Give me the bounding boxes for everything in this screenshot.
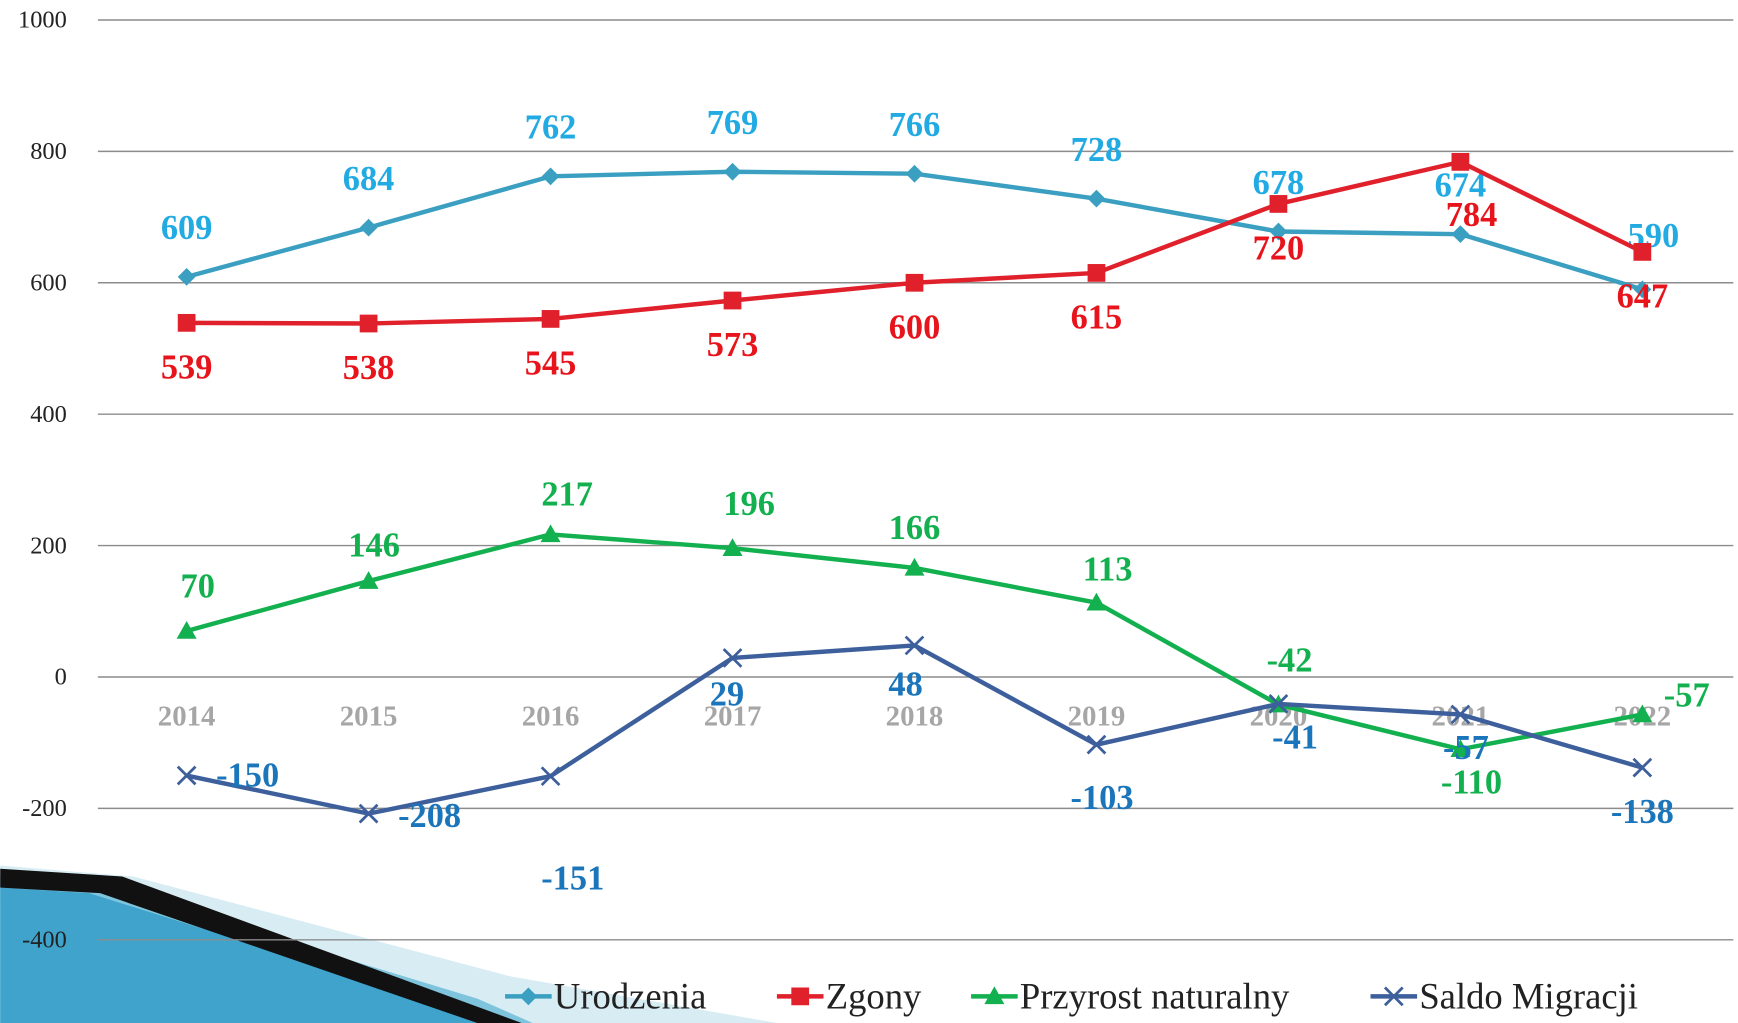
- data-label: 539: [161, 348, 213, 386]
- marker: [360, 219, 378, 237]
- data-label: 70: [181, 568, 215, 606]
- data-label: 545: [525, 344, 577, 382]
- data-label: 615: [1071, 298, 1123, 336]
- data-label: 538: [343, 349, 395, 387]
- data-label: -138: [1611, 793, 1674, 831]
- data-label: 217: [541, 476, 593, 514]
- data-label: -150: [216, 757, 279, 795]
- marker: [542, 167, 560, 185]
- marker: [724, 292, 742, 310]
- data-label: -208: [398, 797, 461, 835]
- data-label: -41: [1272, 718, 1318, 756]
- marker: [906, 274, 924, 292]
- marker: [1088, 190, 1106, 208]
- x-tick-label: 2014: [158, 701, 216, 733]
- data-label: 647: [1617, 277, 1669, 315]
- data-label: -42: [1267, 641, 1313, 679]
- y-tick-label: 400: [30, 401, 67, 428]
- data-label: 196: [723, 485, 775, 523]
- x-tick-label: 2016: [522, 701, 580, 733]
- marker: [178, 314, 196, 332]
- y-tick-label: -400: [22, 927, 67, 954]
- marker: [542, 310, 560, 328]
- y-tick-label: 1000: [18, 7, 67, 34]
- data-label: -57: [1443, 729, 1489, 767]
- data-label: 762: [525, 109, 577, 147]
- legend-label: Urodzenia: [554, 976, 706, 1017]
- data-label: 609: [161, 209, 213, 247]
- legend-label: Przyrost naturalny: [1020, 976, 1290, 1017]
- data-label: -57: [1664, 677, 1710, 715]
- data-label: 113: [1083, 551, 1133, 589]
- series-line: [187, 172, 1643, 290]
- data-label: 684: [343, 160, 395, 198]
- marker: [1088, 264, 1106, 282]
- chart: -400 -200 0 200 400 600 800 1000 2014 2015 2016 201…: [0, 0, 1738, 1023]
- data-label: 29: [710, 676, 744, 714]
- marker: [1270, 195, 1288, 213]
- marker: [1452, 153, 1470, 171]
- data-label: 573: [707, 326, 759, 364]
- data-label: 166: [889, 509, 941, 547]
- data-label: 766: [889, 106, 941, 144]
- y-tick-label: 0: [55, 664, 67, 691]
- y-tick-label: 200: [30, 532, 67, 559]
- marker: [360, 315, 378, 333]
- y-tick-label: 800: [30, 138, 67, 165]
- data-label: 720: [1253, 229, 1305, 267]
- data-label: 600: [889, 308, 941, 346]
- marker: [1633, 243, 1651, 261]
- series-line: [187, 162, 1643, 324]
- data-label: 48: [888, 665, 922, 703]
- x-tick-label: 2015: [340, 701, 398, 733]
- data-label: -110: [1441, 764, 1502, 802]
- x-tick-label: 2019: [1068, 701, 1126, 733]
- y-tick-label: -200: [22, 795, 67, 822]
- marker: [906, 165, 924, 183]
- data-label: -151: [541, 859, 604, 897]
- data-label: 728: [1071, 131, 1123, 169]
- data-label: 769: [707, 104, 759, 142]
- legend-label: Saldo Migracji: [1419, 976, 1638, 1017]
- legend-marker: [791, 987, 809, 1005]
- data-label: 784: [1446, 196, 1498, 234]
- legend-label: Zgony: [826, 976, 922, 1017]
- marker: [724, 163, 742, 181]
- y-tick-label: 600: [30, 270, 67, 297]
- data-label: 146: [348, 527, 400, 565]
- data-label: -103: [1070, 779, 1133, 817]
- x-tick-label: 2018: [886, 701, 944, 733]
